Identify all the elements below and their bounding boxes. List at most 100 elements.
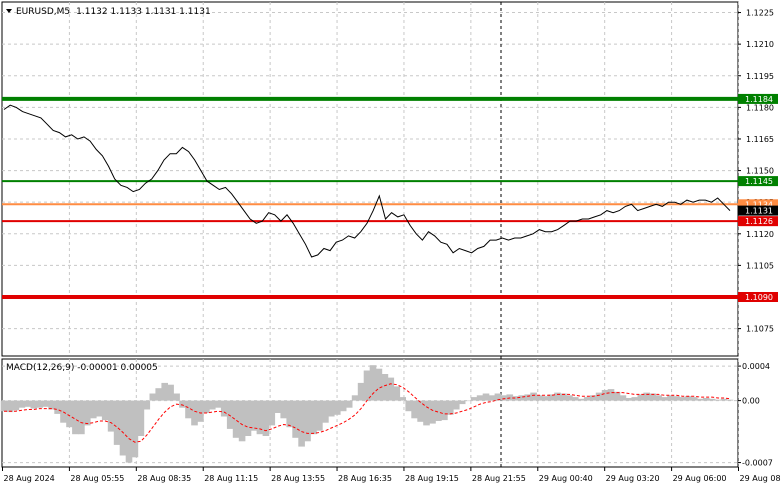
macd-bar [393,386,401,401]
macd-bar [643,392,650,401]
macd-bar [173,393,180,401]
macd-bar [607,389,615,401]
time-tick-label: 28 Aug 16:35 [338,474,392,483]
macd-bar [387,377,395,401]
price-tick-label: 1.1180 [746,103,774,112]
macd-bar [191,400,198,426]
macd-bar [203,400,210,413]
macd-bar [399,397,406,401]
support-resistance-levels[interactable] [2,96,738,299]
macd-bar [345,400,353,408]
macd-bar [185,400,192,419]
macd-bar [405,400,412,412]
macd-bar [66,400,73,428]
macd-bar [470,397,478,401]
macd-bar [351,395,359,401]
macd-bar [137,400,145,436]
macd-bar [113,400,121,445]
macd-bar [369,365,377,401]
macd-bar [149,393,157,401]
price-tick-label: 1.1210 [746,40,774,49]
macd-bar [691,397,698,401]
macd-bar [322,400,329,423]
macd-bar [256,400,264,435]
macd-bar [560,393,567,401]
macd-bar [155,388,162,401]
price-tick-label: 1.1120 [746,230,774,239]
time-tick-label: 28 Aug 2024 [4,474,55,483]
macd-bar [78,400,85,435]
macd-bar [667,395,674,401]
macd-bar [262,400,270,436]
macd-bar [726,399,734,401]
macd-bar [298,400,305,447]
macd-bar [661,397,668,401]
macd-bar [381,374,389,401]
macd-bar [697,398,704,401]
macd-bar [18,400,26,408]
time-tick-label: 28 Aug 08:35 [137,474,191,483]
price-axis: 1.12251.12101.11951.11801.11651.11501.11… [738,9,774,334]
macd-bar [90,400,97,419]
macd-bar [304,400,311,442]
macd-bar [286,400,293,428]
macd-bar [84,400,91,426]
macd-bar [578,398,585,401]
macd-bar [548,394,555,401]
price-badge [738,199,778,210]
macd-bar [714,399,722,401]
time-tick-label: 29 Aug 06:00 [673,474,727,483]
macd-bar [595,392,603,401]
macd-bar [488,395,496,401]
price-tick-label: 1.1105 [746,261,774,270]
macd-bar [161,382,168,401]
macd-bar [42,400,49,407]
price-badge-label: 1.1126 [745,217,773,226]
price-badge-label: 1.1145 [745,177,773,186]
macd-bar [143,400,151,410]
macd-bar [530,392,537,401]
price-badge-label: 1.1134 [745,200,773,209]
macd-bar [685,396,692,401]
macd-bar [232,400,240,438]
time-tick-label: 29 Aug 00:40 [539,474,593,483]
time-tick-label: 28 Aug 13:55 [271,474,325,483]
macd-bar [0,400,8,412]
macd-bar [708,398,716,401]
collapse-triangle-icon[interactable] [6,9,12,13]
macd-bar [375,368,383,401]
time-tick-label: 28 Aug 19:15 [405,474,459,483]
macd-bar [119,400,127,456]
time-tick-label: 29 Aug 08:40 [740,474,781,483]
macd-bar [601,390,609,401]
macd-bar [512,396,520,401]
macd-bar [24,400,32,407]
macd-bar [280,400,287,419]
macd-bar [476,395,484,401]
price-badge-label: 1.1090 [745,293,773,302]
price-tick-label: 1.1150 [746,167,774,176]
macd-bar [423,400,430,426]
macd-bar [679,397,686,401]
macd-bar [48,400,55,410]
macd-bar [494,393,502,401]
macd-bar [316,400,323,431]
macd-bar [292,400,299,438]
macd-bar [441,400,448,421]
macd-histogram [0,365,734,463]
macd-bar [566,395,573,401]
macd-bar [215,400,222,408]
macd-bar [435,400,442,421]
macd-bar [447,400,454,415]
macd-bar [542,396,549,401]
macd-bar [500,395,508,401]
macd-bar [274,400,282,413]
macd-bar [464,400,472,402]
macd-bar [95,400,103,417]
macd-bar [673,396,680,401]
macd-bar [30,400,38,409]
macd-bar [6,400,14,413]
macd-bar [167,384,174,401]
time-tick-label: 29 Aug 03:20 [606,474,660,483]
